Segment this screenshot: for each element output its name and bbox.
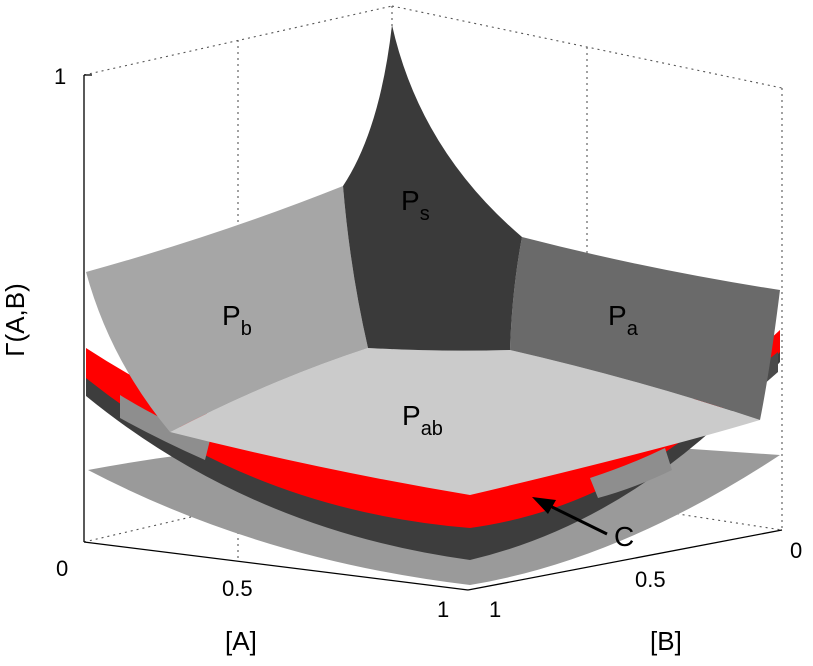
- annotation-arrow: [532, 497, 608, 536]
- red-band-gray-patch-1: [120, 395, 210, 460]
- region-label-pab: Pab: [402, 400, 443, 440]
- z-tick-0: 0: [56, 556, 68, 581]
- x-axis-label: [A]: [225, 626, 257, 656]
- region-pab-surface: [170, 348, 760, 495]
- axes: [83, 74, 783, 591]
- red-band-gray-patch-2: [590, 448, 672, 498]
- region-label-ps: Ps: [401, 185, 430, 225]
- annotation-c: C: [614, 521, 634, 552]
- region-pa-surface: [510, 237, 780, 420]
- y-axis-label: [B]: [650, 626, 682, 656]
- y-tick-0: 0: [790, 538, 802, 563]
- x-tick-1: 1: [437, 597, 449, 622]
- z-axis-label: Γ(A,B): [0, 283, 30, 357]
- region-pb-surface: [86, 186, 368, 432]
- z-tick-1: 1: [54, 64, 66, 89]
- dark-band: [86, 340, 780, 560]
- x-tick-0_5: 0.5: [222, 576, 253, 601]
- y-tick-0_5: 0.5: [635, 567, 666, 592]
- region-label-pa: Pa: [608, 300, 639, 340]
- region-ps-surface: [343, 25, 522, 351]
- y-tick-1: 1: [489, 597, 501, 622]
- region-label-pb: Pb: [222, 300, 252, 340]
